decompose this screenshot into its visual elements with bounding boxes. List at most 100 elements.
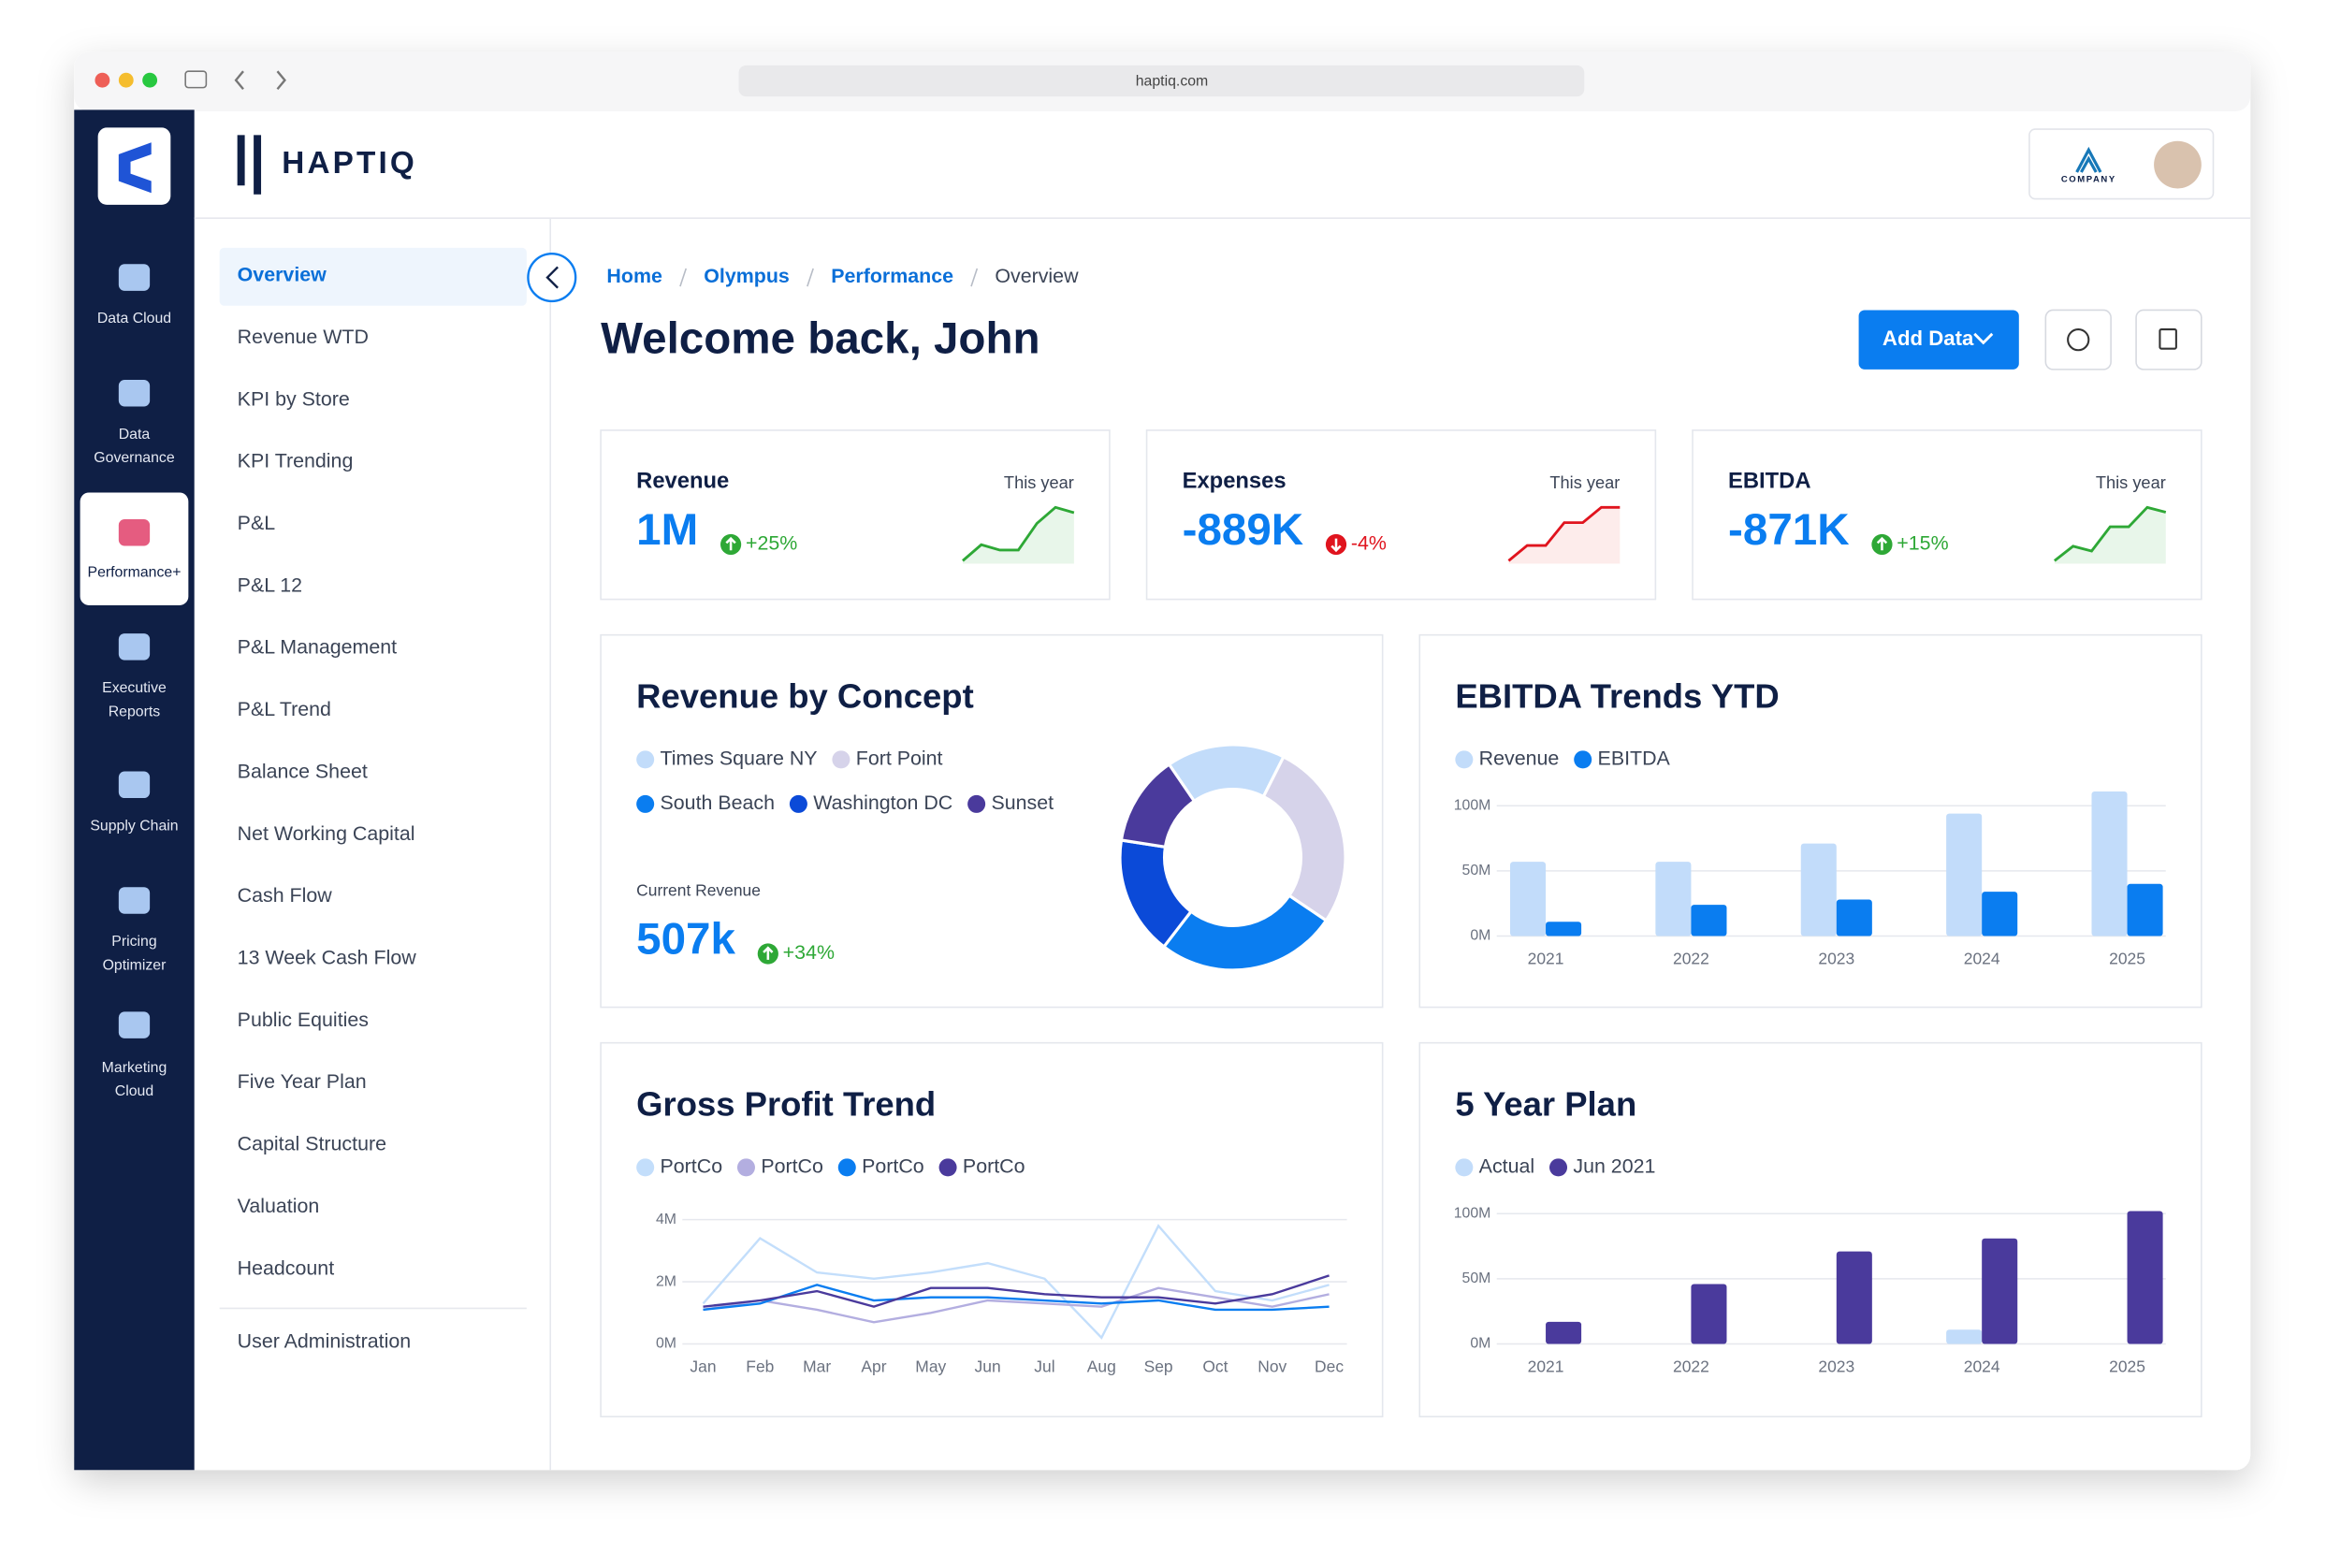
max-dot[interactable] [142,72,158,88]
bar [2127,883,2163,936]
nav-item[interactable]: P&L Trend [238,698,331,720]
close-dot[interactable] [94,72,110,88]
app-icon[interactable] [118,771,151,799]
nav-item[interactable]: Revenue WTD [238,326,369,348]
current-value: 507k [636,914,735,964]
kpi-period: This year [1549,472,1620,492]
breadcrumb-item[interactable]: Olympus [704,265,790,287]
breadcrumb-item[interactable]: Home [606,265,662,287]
card [600,429,1111,601]
nav-item[interactable]: P&L Management [238,636,397,659]
legend-swatch [636,794,655,813]
donut-segment [1161,893,1329,972]
nav-item[interactable]: P&L 12 [238,573,302,596]
company-name: COMPANY [2061,174,2116,184]
nav-item[interactable]: P&L [238,512,276,534]
kpi-value: 1M [636,505,698,555]
sparkline [962,505,1075,562]
app-icon[interactable] [118,264,151,291]
nav-item[interactable]: Capital Structure [238,1133,386,1155]
app-icon[interactable] [118,633,151,661]
x-tick-label: Nov [1257,1357,1287,1375]
app-label[interactable]: Reports [109,704,161,719]
nav-item[interactable]: 13 Week Cash Flow [238,947,417,969]
nav-arrows[interactable] [234,70,286,90]
breadcrumb-item: Overview [995,265,1079,287]
bar [1509,862,1547,936]
nav-item[interactable]: KPI by Store [238,387,350,410]
app-label[interactable]: Marketing [102,1060,167,1076]
x-tick-label: 2023 [1818,949,1854,967]
legend-swatch [938,1158,957,1177]
brand-bar [254,135,262,195]
x-tick-label: Jan [690,1357,716,1375]
nav-item[interactable]: Public Equities [238,1009,369,1031]
legend-swatch [789,794,807,813]
legend-label: Actual [1479,1154,1534,1177]
nav-item[interactable]: Overview [238,264,327,286]
legend-swatch [967,794,986,813]
app-label[interactable]: Governance [94,450,175,466]
legend-label: EBITDA [1598,747,1671,769]
sidebar-toggle[interactable] [184,70,208,89]
nav-item[interactable]: Net Working Capital [238,822,415,845]
line [703,1286,1330,1324]
sparkline-area [962,507,1074,564]
kpi-value: -889K [1183,505,1304,555]
app-label[interactable]: Data Cloud [97,311,171,327]
x-tick-label: Sep [1144,1357,1173,1375]
x-tick-label: 2024 [1964,949,2000,967]
heading: Welcome back, John [601,313,1039,363]
app-label[interactable]: Performance+ [88,564,182,580]
app-label[interactable]: Executive [102,680,167,696]
x-tick-label: 2025 [2109,949,2145,967]
change-arrow [725,536,736,551]
app-label[interactable]: Cloud [115,1083,153,1099]
chart-title: EBITDA Trends YTD [1455,676,1779,715]
collapse-button[interactable] [527,253,577,303]
legend-label: Times Square NY [661,747,818,769]
add-data-button[interactable] [1858,310,2019,370]
active-app [80,492,189,605]
address-bar[interactable] [738,65,1585,97]
nav-item[interactable]: User Administration [238,1330,411,1353]
app-label[interactable]: Pricing [111,934,156,950]
app-icon[interactable] [118,379,151,407]
bar [1800,843,1837,936]
breadcrumb-item[interactable]: Performance [831,265,953,287]
app-icon[interactable] [118,1011,151,1038]
nav-item[interactable]: Five Year Plan [238,1070,367,1093]
chart-title: Gross Profit Trend [636,1084,936,1123]
nav-item[interactable]: Valuation [238,1195,320,1217]
nav-active [219,247,527,306]
x-tick-label: 2021 [1528,1357,1564,1375]
app-label[interactable]: Supply Chain [90,818,178,834]
x-tick-label: Jun [975,1357,1001,1375]
x-tick-label: May [915,1357,946,1375]
nav-item[interactable]: Cash Flow [238,884,333,907]
min-dot[interactable] [118,72,134,88]
nav-item[interactable]: Headcount [238,1256,335,1279]
app-icon[interactable] [118,518,151,546]
legend-label: Washington DC [813,791,952,814]
app-icon[interactable] [118,887,151,914]
sparkline [2053,505,2167,562]
kpi-period: This year [2096,472,2166,492]
y-tick-label: 2M [656,1273,676,1289]
report-button[interactable] [2135,309,2202,370]
app-label[interactable]: Optimizer [103,957,167,973]
y-tick-label: 0M [1470,928,1490,944]
logo-mark [118,142,152,194]
legend-label: Fort Point [856,747,943,769]
nav-item[interactable]: KPI Trending [238,450,354,472]
legend-swatch [1549,1158,1568,1177]
bar [1946,1329,1983,1344]
avatar[interactable] [2154,140,2202,189]
comment-button[interactable] [2044,309,2112,370]
bar [1836,899,1872,936]
breadcrumb-sep [970,268,979,287]
app-label[interactable]: Data [119,427,151,443]
nav-item[interactable]: Balance Sheet [238,760,368,782]
legend-label: South Beach [661,791,775,814]
